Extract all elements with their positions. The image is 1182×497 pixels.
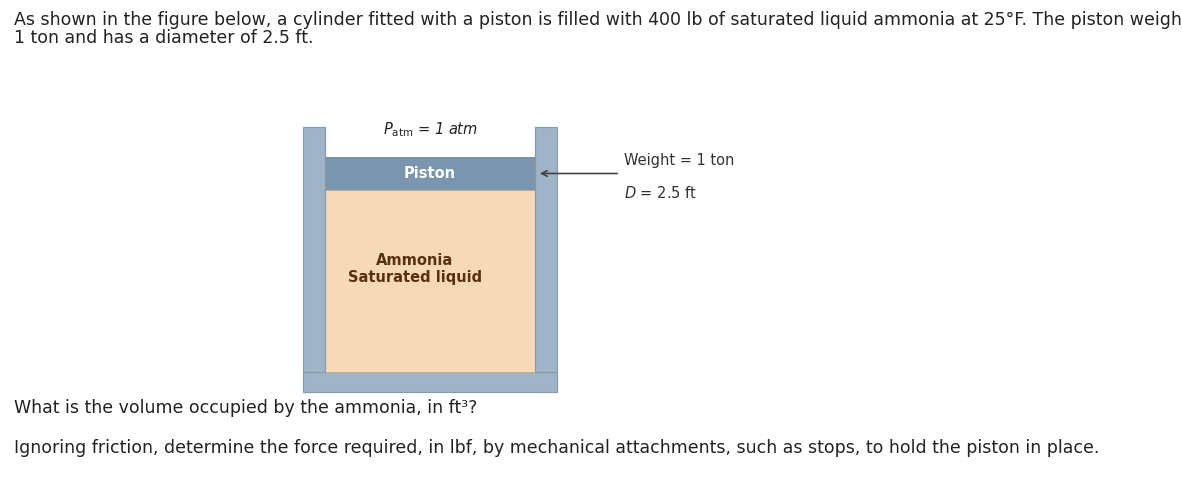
Bar bbox=[535, 127, 557, 392]
Bar bbox=[325, 157, 535, 190]
Bar bbox=[303, 127, 325, 392]
Text: Ignoring friction, determine the force required, in lbf, by mechanical attachmen: Ignoring friction, determine the force r… bbox=[14, 439, 1099, 457]
Text: Ammonia
Saturated liquid: Ammonia Saturated liquid bbox=[348, 253, 482, 285]
Bar bbox=[325, 190, 535, 372]
Text: $D$ = 2.5 ft: $D$ = 2.5 ft bbox=[624, 185, 697, 201]
Text: Weight = 1 ton: Weight = 1 ton bbox=[624, 153, 734, 167]
Text: As shown in the figure below, a cylinder fitted with a piston is filled with 400: As shown in the figure below, a cylinder… bbox=[14, 11, 1182, 29]
Text: 1 ton and has a diameter of 2.5 ft.: 1 ton and has a diameter of 2.5 ft. bbox=[14, 29, 313, 47]
Bar bbox=[303, 372, 557, 392]
Text: $P_\mathrm{atm}$ = 1 atm: $P_\mathrm{atm}$ = 1 atm bbox=[383, 120, 478, 139]
Text: Piston: Piston bbox=[404, 166, 456, 181]
Text: What is the volume occupied by the ammonia, in ft³?: What is the volume occupied by the ammon… bbox=[14, 399, 478, 417]
